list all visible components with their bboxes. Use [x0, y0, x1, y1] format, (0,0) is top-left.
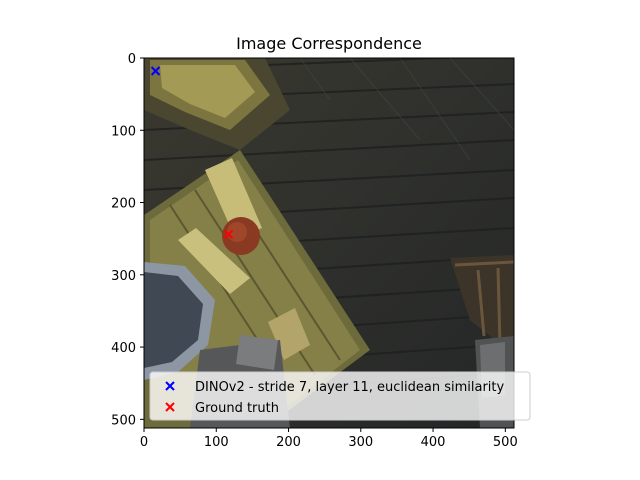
legend-marker-ground-truth [165, 402, 175, 412]
background-image [144, 58, 514, 428]
data-point-series-0-0 [150, 66, 161, 76]
y-tick-label: 0 [128, 52, 136, 67]
legend-label-dinov2: DINOv2 - stride 7, layer 11, euclidean s… [195, 380, 505, 395]
x-tick-label: 300 [348, 435, 373, 450]
legend-box [149, 371, 531, 421]
y-tick-label: 500 [111, 413, 136, 428]
x-tick-label: 500 [493, 435, 518, 450]
y-axis: 0 100 200 300 400 500 [111, 52, 144, 428]
y-tick-label: 300 [111, 269, 136, 284]
x-tick-label: 100 [204, 435, 229, 450]
legend-marker-icon [165, 381, 175, 391]
data-point-series-1-0 [223, 229, 234, 240]
axes-frame [143, 57, 515, 429]
legend: DINOv2 - stride 7, layer 11, euclidean s… [149, 371, 531, 421]
x-tick-label: 400 [421, 435, 446, 450]
y-tick-label: 100 [111, 124, 136, 139]
x-tick-label: 0 [140, 435, 148, 450]
chart-title: Image Correspondence [236, 34, 422, 53]
legend-label-ground-truth: Ground truth [195, 401, 279, 416]
y-tick-label: 400 [111, 341, 136, 356]
markers [150, 66, 234, 240]
y-tick-label: 200 [111, 197, 136, 212]
legend-marker-icon [165, 402, 175, 412]
x-axis: 0 100 200 300 400 500 [140, 428, 518, 450]
legend-marker-dinov2 [165, 381, 175, 391]
x-tick-label: 200 [276, 435, 301, 450]
